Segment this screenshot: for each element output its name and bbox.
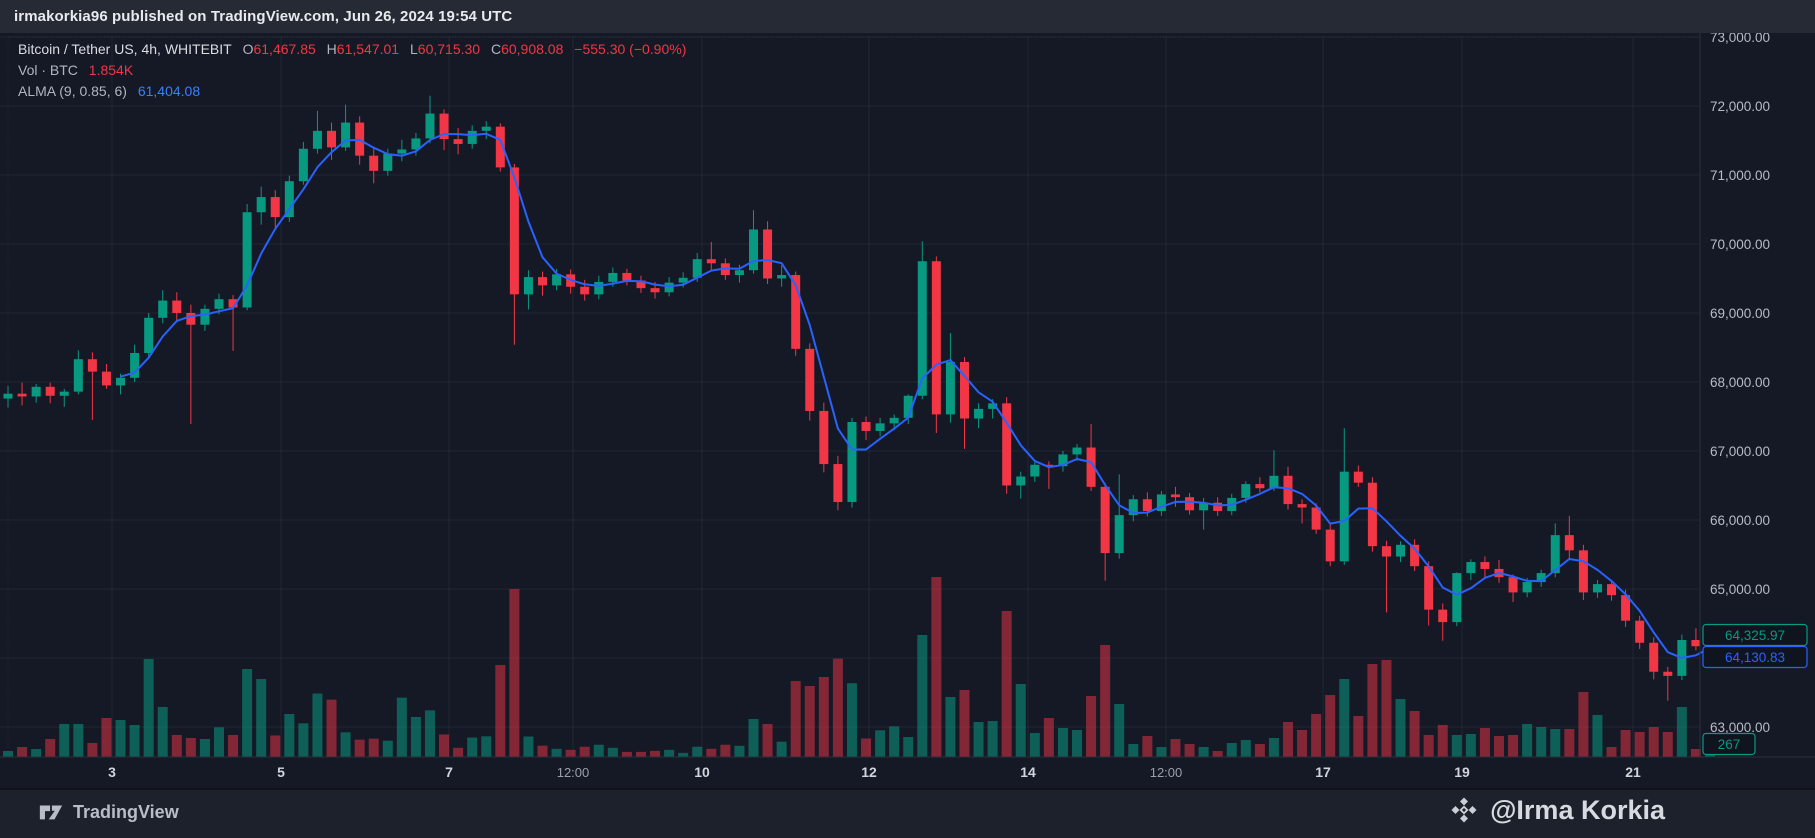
svg-text:64,130.83: 64,130.83: [1725, 650, 1785, 665]
svg-text:64,325.97: 64,325.97: [1725, 628, 1785, 643]
binance-logo-icon: [1451, 797, 1477, 823]
author-watermark: @Irma Korkia: [1448, 794, 1665, 826]
svg-text:12: 12: [861, 764, 877, 780]
alma-value: 61,404.08: [137, 83, 201, 99]
svg-text:68,000.00: 68,000.00: [1710, 375, 1770, 390]
svg-text:73,000.00: 73,000.00: [1710, 33, 1770, 45]
svg-text:69,000.00: 69,000.00: [1710, 306, 1770, 321]
tradingview-logo-icon: [39, 805, 63, 820]
svg-text:72,000.00: 72,000.00: [1710, 99, 1770, 114]
svg-text:14: 14: [1020, 764, 1036, 780]
watermark-label: @Irma Korkia: [1490, 794, 1665, 825]
svg-text:65,000.00: 65,000.00: [1710, 582, 1770, 597]
svg-text:5: 5: [277, 764, 285, 780]
chart-legend: Bitcoin / Tether US, 4h, WHITEBIT O61,46…: [18, 39, 686, 102]
chart-surface[interactable]: 73,000.00 72,000.00 71,000.00 70,000.00 69,0…: [0, 33, 1815, 788]
alma-label: ALMA (9, 0.85, 6): [18, 83, 127, 99]
brand-label: TradingView: [73, 801, 179, 822]
volume-value: 1.854K: [88, 62, 134, 78]
svg-text:19: 19: [1454, 764, 1470, 780]
svg-text:7: 7: [445, 764, 453, 780]
publish-bar: irmakorkia96 published on TradingView.co…: [0, 0, 1815, 34]
chart-panel: 73,000.00 72,000.00 71,000.00 70,000.00 69,0…: [0, 33, 1815, 788]
svg-text:70,000.00: 70,000.00: [1710, 237, 1770, 252]
svg-text:12:00: 12:00: [557, 765, 590, 780]
volume-label: Vol · BTC: [18, 62, 78, 78]
svg-text:71,000.00: 71,000.00: [1710, 168, 1770, 183]
svg-text:63,000.00: 63,000.00: [1710, 720, 1770, 735]
svg-text:267: 267: [1718, 737, 1741, 752]
svg-text:3: 3: [108, 764, 116, 780]
legend-volume-row[interactable]: Vol · BTC 1.854K: [18, 60, 686, 81]
tradingview-brand-link[interactable]: TradingView: [38, 799, 179, 825]
svg-text:66,000.00: 66,000.00: [1710, 513, 1770, 528]
svg-text:12:00: 12:00: [1150, 765, 1183, 780]
legend-alma-row[interactable]: ALMA (9, 0.85, 6) 61,404.08: [18, 81, 686, 102]
svg-text:67,000.00: 67,000.00: [1710, 444, 1770, 459]
footer-bar: TradingView @Irma Korkia: [0, 788, 1815, 838]
change-value: −555.30 (−0.90%): [574, 41, 687, 57]
svg-text:10: 10: [694, 764, 710, 780]
open-value: 61,467.85: [253, 41, 316, 57]
svg-text:21: 21: [1625, 764, 1641, 780]
publish-info: irmakorkia96 published on TradingView.co…: [14, 8, 513, 25]
symbol-title: Bitcoin / Tether US, 4h, WHITEBIT: [18, 41, 232, 57]
svg-text:17: 17: [1315, 764, 1331, 780]
high-value: 61,547.01: [336, 41, 400, 57]
close-value: 60,908.08: [501, 41, 564, 57]
legend-symbol-row[interactable]: Bitcoin / Tether US, 4h, WHITEBIT O61,46…: [18, 41, 687, 57]
low-value: 60,715.30: [417, 41, 481, 57]
